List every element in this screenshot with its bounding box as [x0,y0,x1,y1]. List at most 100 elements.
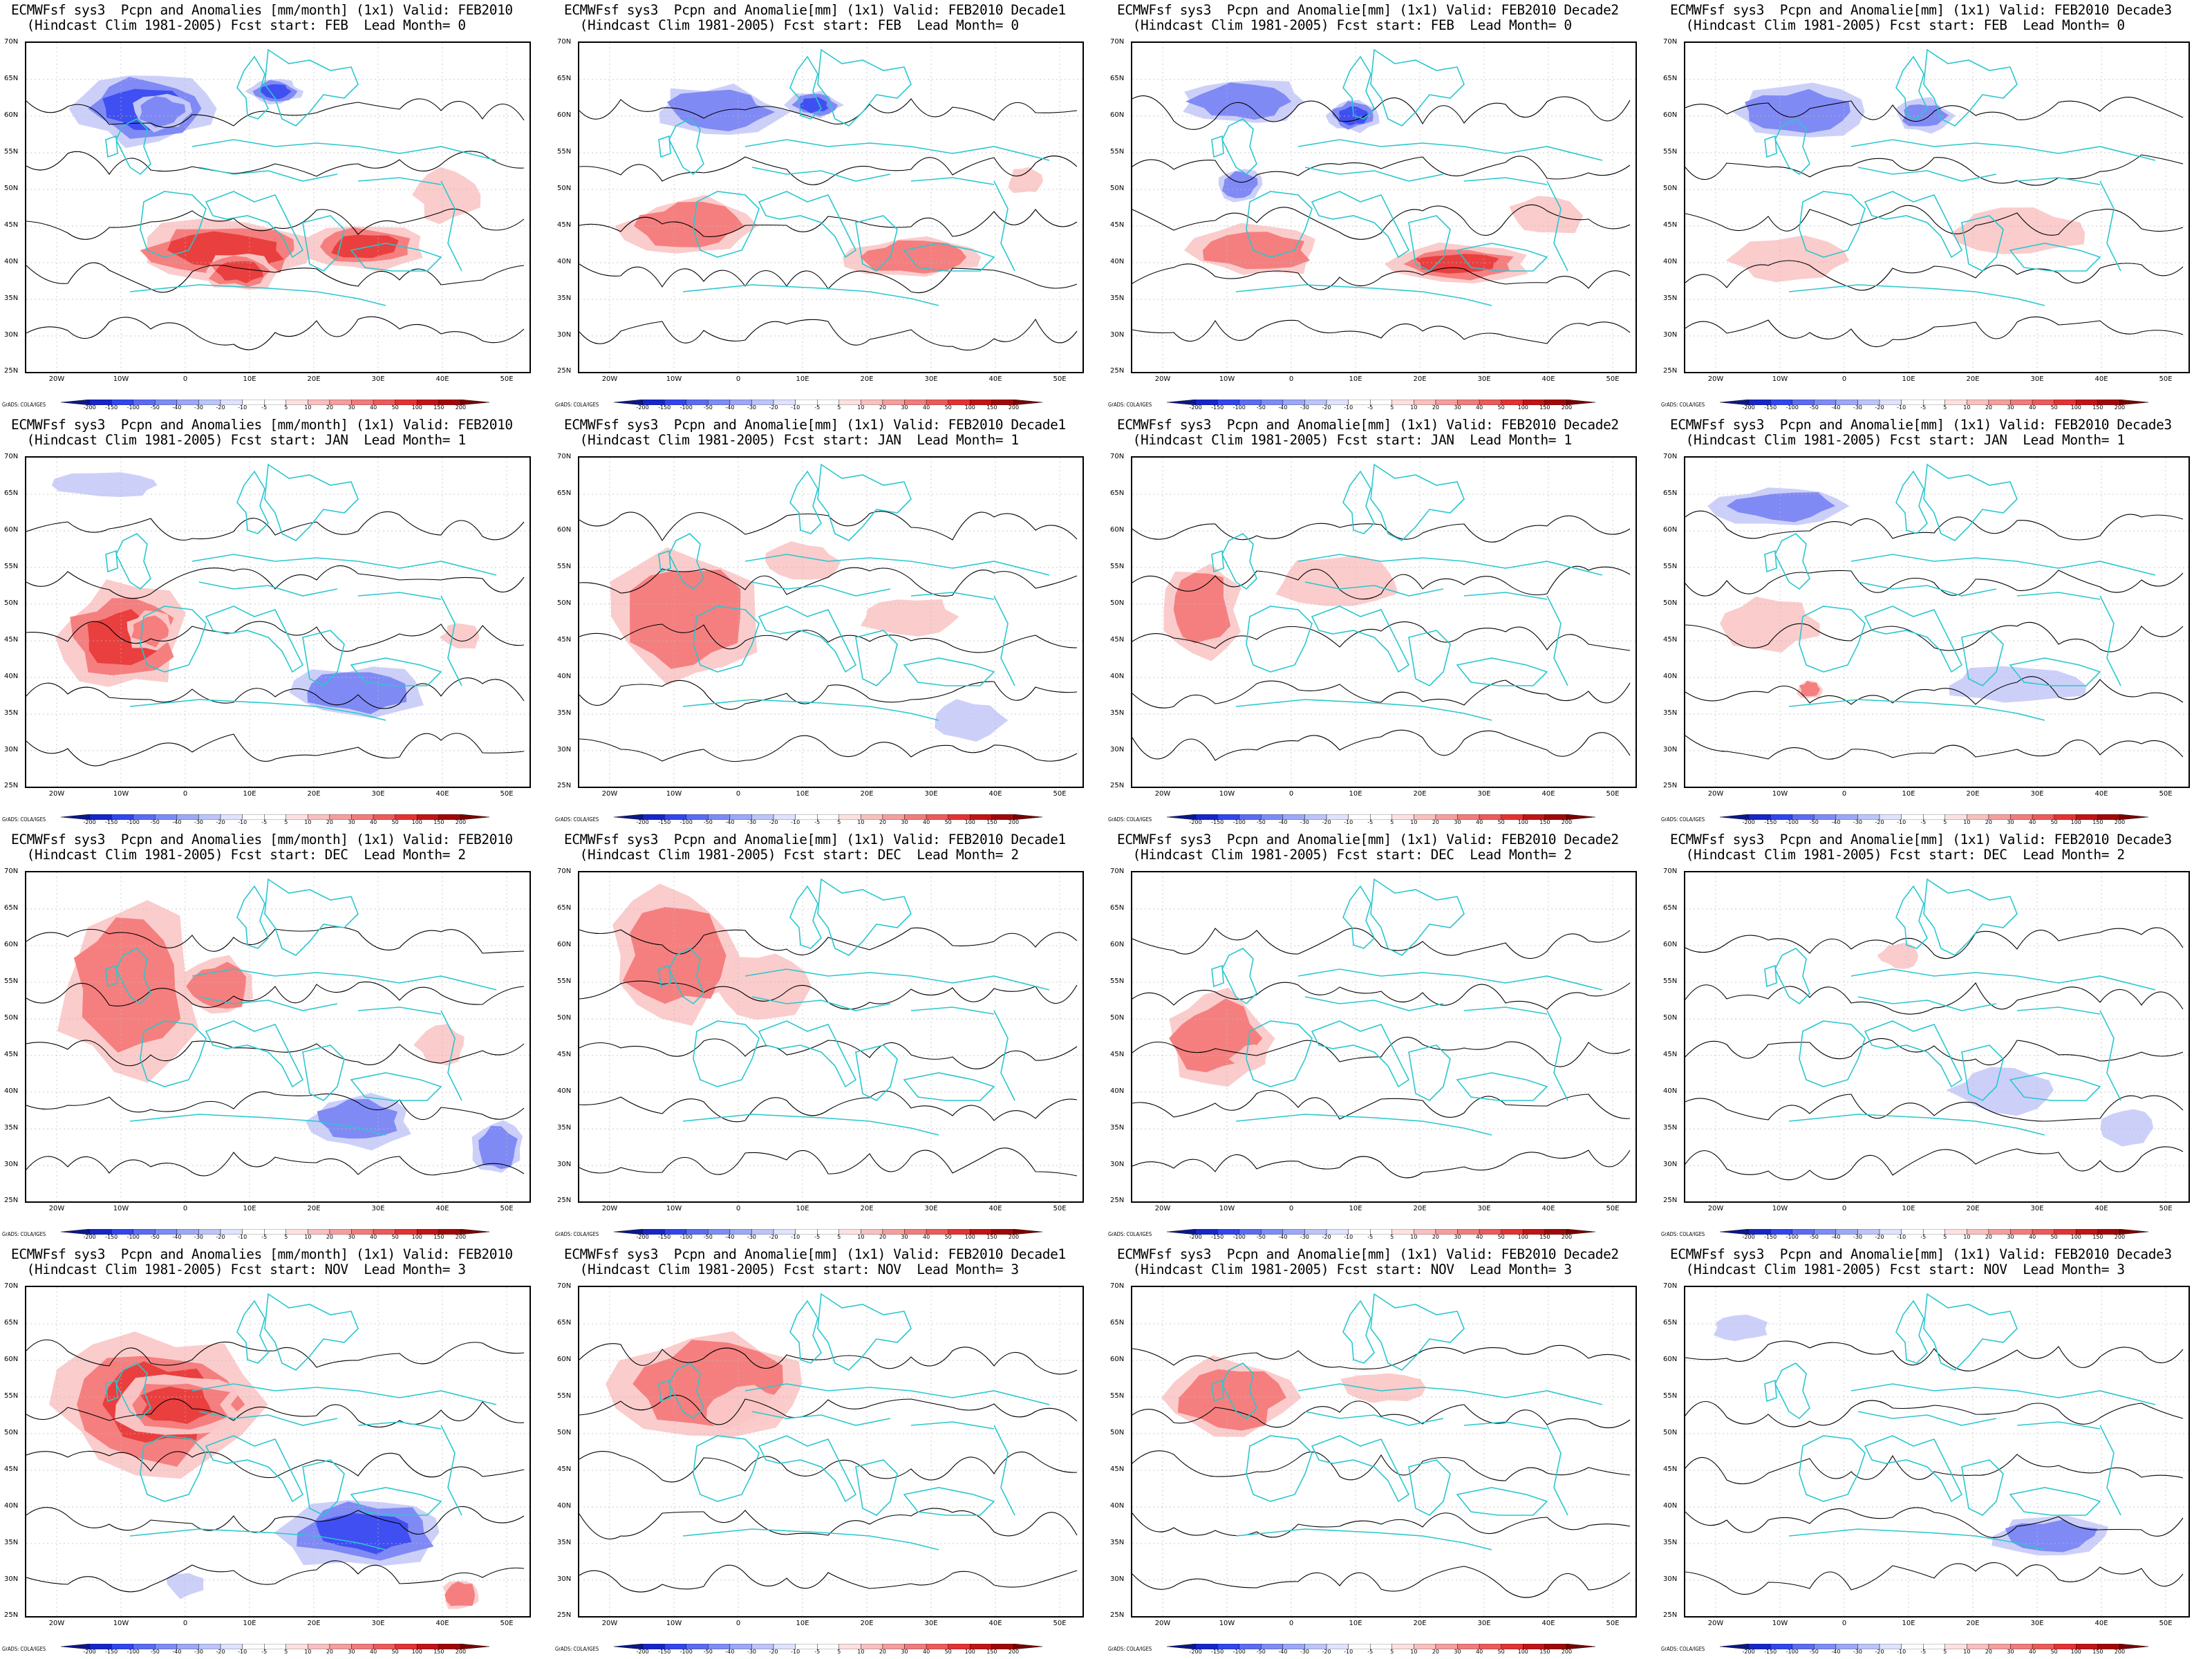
coastline [1850,1383,2156,1405]
coastline [1864,191,1963,259]
panel-title-line2: (Hindcast Clim 1981-2005) Fcst start: JA… [564,433,1019,448]
colorbar-tick-label: 30 [348,1649,355,1655]
colorbar-tick-label: 200 [455,819,467,825]
anomaly-region [2100,1109,2154,1147]
colorbar-tick-label: 50 [944,1649,952,1655]
lat-label: 55N [4,977,19,985]
lat-label: 55N [1110,148,1125,156]
lon-label: 0 [1841,375,1847,383]
lat-label: 30N [557,1575,572,1583]
coastline [1850,554,2156,576]
lat-label: 30N [1663,746,1678,753]
lat-label: 70N [1110,868,1125,875]
colorbar-tick-label: -200 [636,1234,649,1240]
colorbar-tick-label: -10 [1344,1649,1353,1655]
colorbar-tick-label: -20 [216,819,225,825]
colorbar-tick-label: 5 [284,404,288,411]
colorbar-tick-label: 150 [1539,819,1550,825]
lat-label: 65N [4,904,19,912]
colorbar-tick-label: -50 [150,1649,160,1655]
coastline [264,48,359,126]
lat-label: 65N [1663,489,1678,497]
colorbar-tick-label: 10 [1963,1234,1971,1240]
colorbar-tick-label: 100 [2070,404,2081,411]
colorbar-tick-label: 30 [1454,1649,1461,1655]
colorbar-tick-label: 20 [326,1649,334,1655]
colorbar-tick-label: 200 [1561,404,1573,411]
contour-line [1685,1038,2184,1066]
colorbar-tick-label: -50 [703,1649,713,1655]
contour-line [1132,1566,1631,1598]
contour-line [1685,621,2184,653]
colorbar-tick-label: 40 [1476,1649,1483,1655]
colorbar-tick-label: 5 [1390,819,1394,825]
lon-label: 50E [1053,1205,1067,1212]
panel-title-line2: (Hindcast Clim 1981-2005) Fcst start: NO… [564,1262,1019,1277]
contour-line [579,735,1078,762]
lat-label: 30N [4,746,19,753]
anomaly-region [706,1385,784,1430]
contour-line [26,316,525,350]
coastline [1764,550,1777,573]
colorbar-tick-label: 150 [433,1649,444,1655]
colorbar-tick-label: -20 [769,1649,778,1655]
panel-title-line2: (Hindcast Clim 1981-2005) Fcst start: JA… [1117,433,1572,448]
colorbar-tick-label: 150 [1539,1234,1550,1240]
colorbar-tick-label: 50 [2050,404,2058,411]
coastline [191,554,497,576]
anomaly-region [1228,1044,1268,1071]
contour-line [1685,676,2184,705]
panel-title-line2: (Hindcast Clim 1981-2005) Fcst start: FE… [564,18,1019,33]
lat-label: 55N [557,977,572,985]
colorbar-tick-label: 10 [1410,1234,1418,1240]
map-panel: ECMWFsf sys3 Pcpn and Anomalie[mm] (1x1)… [553,0,1106,415]
contour-line [1132,319,1631,344]
lat-label: 45N [1663,221,1678,229]
colorbar-tick-label: 200 [1561,1649,1573,1655]
lat-label: 50N [557,1014,572,1022]
lon-label: 20E [860,375,874,383]
lon-label: 20E [307,1205,321,1212]
contour-line [579,624,1078,653]
lon-label: 50E [2159,375,2173,383]
lat-label: 50N [557,599,572,607]
coastline [236,885,269,949]
colorbar-swatch [460,400,489,405]
colorbar-tick-label: 150 [1539,404,1550,411]
panel-title-line1: ECMWFsf sys3 Pcpn and Anomalie[mm] (1x1)… [564,832,1066,847]
colorbar-tick-label: 50 [1497,1234,1505,1240]
colorbar-tick-label: 200 [1008,404,1020,411]
anomaly-region [634,201,744,247]
colorbar-tick-label: -100 [1785,819,1799,825]
anomaly-region [630,570,741,669]
colorbar-tick-label: 100 [411,1234,422,1240]
coastline [1546,1010,1568,1101]
contour-line [1685,1507,2184,1538]
colorbar-tick-label: 150 [2092,1234,2103,1240]
colorbar-tick-label: 50 [2050,819,2058,825]
coastline [302,1044,345,1101]
map-area [1684,456,2190,788]
lat-label: 45N [557,1465,572,1473]
anomaly-region [1275,555,1398,606]
colorbar-tick-label: 30 [1454,1234,1461,1240]
coastline [205,1020,304,1088]
panel-title-line1: ECMWFsf sys3 Pcpn and Anomalie[mm] (1x1)… [1117,832,1619,847]
map-panel: ECMWFsf sys3 Pcpn and Anomalies [mm/mont… [0,1244,553,1659]
colorbar [614,1229,1042,1239]
lon-label: 0 [735,1620,741,1627]
grads-credit: GrADS: COLA/IGES [555,402,599,408]
colorbar-tick-label: 200 [1008,819,1020,825]
panel-title-line2: (Hindcast Clim 1981-2005) Fcst start: FE… [1117,18,1572,33]
contour-line [26,733,525,767]
lat-label: 45N [4,636,19,644]
lon-label: 40E [435,790,449,798]
lon-label: 10W [1219,375,1235,383]
lon-label: 20W [601,375,618,383]
colorbar-tick-label: 100 [411,1649,422,1655]
colorbar-tick-label: -10 [238,1234,247,1240]
coastline [758,606,857,673]
colorbar-tick-label: -100 [1232,1234,1246,1240]
lat-label: 65N [557,489,572,497]
